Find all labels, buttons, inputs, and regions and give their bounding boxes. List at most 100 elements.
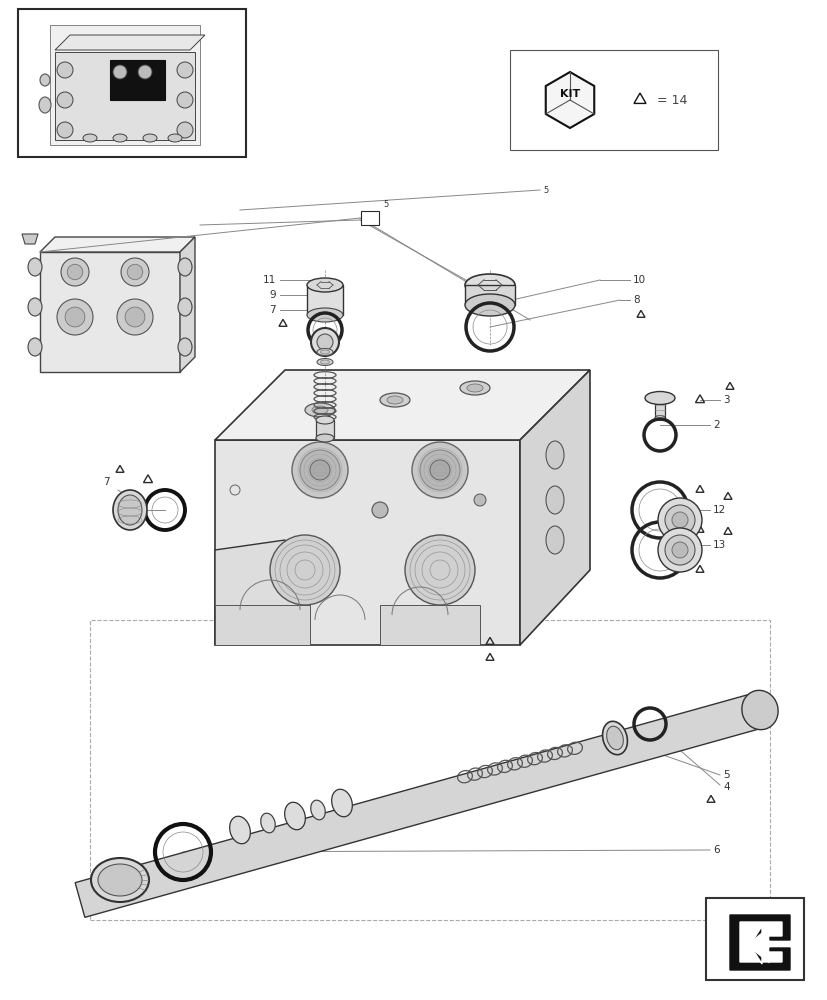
Ellipse shape [386, 396, 403, 404]
Ellipse shape [229, 816, 250, 844]
Circle shape [317, 334, 332, 350]
Text: KIT: KIT [559, 89, 580, 99]
Ellipse shape [284, 802, 305, 830]
Ellipse shape [304, 403, 335, 417]
Polygon shape [465, 285, 514, 305]
Circle shape [657, 498, 701, 542]
Bar [361, 211, 379, 225]
Ellipse shape [91, 858, 149, 902]
Polygon shape [55, 52, 195, 140]
Circle shape [127, 264, 142, 280]
Circle shape [125, 307, 145, 327]
Ellipse shape [178, 258, 192, 276]
Circle shape [309, 460, 330, 480]
Polygon shape [215, 440, 519, 645]
Ellipse shape [654, 416, 664, 420]
Circle shape [117, 299, 153, 335]
Polygon shape [519, 370, 590, 645]
Ellipse shape [316, 416, 333, 424]
Bar [18, 9, 246, 157]
Ellipse shape [466, 384, 482, 392]
Polygon shape [545, 72, 594, 128]
Circle shape [664, 535, 694, 565]
Ellipse shape [28, 338, 42, 356]
Ellipse shape [39, 97, 51, 113]
Ellipse shape [307, 308, 342, 322]
Circle shape [299, 450, 340, 490]
Circle shape [57, 122, 73, 138]
Circle shape [270, 535, 340, 605]
Ellipse shape [168, 134, 182, 142]
Ellipse shape [178, 338, 192, 356]
Text: 9: 9 [269, 290, 275, 300]
Circle shape [311, 328, 338, 356]
Circle shape [57, 92, 73, 108]
Polygon shape [729, 915, 789, 970]
Polygon shape [179, 237, 195, 372]
Ellipse shape [317, 349, 332, 356]
Ellipse shape [112, 134, 127, 142]
Polygon shape [50, 25, 200, 145]
Text: 5: 5 [383, 200, 388, 209]
Circle shape [177, 122, 193, 138]
Circle shape [57, 299, 93, 335]
Polygon shape [654, 398, 664, 418]
Ellipse shape [545, 486, 563, 514]
Circle shape [292, 442, 347, 498]
Ellipse shape [310, 800, 325, 820]
Ellipse shape [178, 298, 192, 316]
Polygon shape [215, 370, 590, 440]
Text: 8: 8 [632, 295, 638, 305]
Bar [705, 898, 803, 980]
Ellipse shape [465, 294, 514, 316]
Ellipse shape [118, 495, 141, 525]
Circle shape [138, 65, 152, 79]
Ellipse shape [143, 134, 157, 142]
Ellipse shape [307, 278, 342, 292]
Circle shape [371, 502, 388, 518]
Ellipse shape [741, 690, 777, 730]
Polygon shape [380, 605, 480, 645]
Ellipse shape [312, 406, 327, 414]
Polygon shape [75, 693, 764, 917]
Ellipse shape [112, 490, 147, 530]
Text: 12: 12 [712, 505, 725, 515]
Circle shape [419, 450, 460, 490]
Polygon shape [40, 252, 179, 372]
Ellipse shape [320, 350, 329, 354]
Circle shape [672, 542, 687, 558]
Polygon shape [739, 922, 781, 964]
Text: 7: 7 [103, 477, 110, 487]
Text: 5: 5 [543, 186, 547, 195]
Ellipse shape [28, 298, 42, 316]
Polygon shape [316, 420, 333, 438]
Circle shape [121, 258, 149, 286]
Ellipse shape [40, 74, 50, 86]
Ellipse shape [380, 393, 409, 407]
Text: 4: 4 [722, 782, 729, 792]
Text: 5: 5 [722, 770, 729, 780]
Circle shape [177, 62, 193, 78]
Ellipse shape [261, 813, 275, 833]
Ellipse shape [545, 526, 563, 554]
Polygon shape [215, 540, 304, 645]
Circle shape [177, 92, 193, 108]
Ellipse shape [83, 134, 97, 142]
Polygon shape [215, 605, 309, 645]
Polygon shape [40, 237, 195, 252]
Circle shape [412, 442, 467, 498]
Ellipse shape [317, 359, 332, 365]
Ellipse shape [320, 360, 329, 364]
Circle shape [61, 258, 88, 286]
Circle shape [112, 65, 127, 79]
Text: 13: 13 [712, 540, 725, 550]
Ellipse shape [465, 274, 514, 296]
Ellipse shape [28, 258, 42, 276]
Circle shape [65, 307, 85, 327]
Circle shape [67, 264, 83, 280]
Text: 11: 11 [262, 275, 275, 285]
Ellipse shape [545, 441, 563, 469]
Text: 7: 7 [269, 305, 275, 315]
Ellipse shape [332, 789, 352, 817]
Text: 6: 6 [712, 845, 719, 855]
